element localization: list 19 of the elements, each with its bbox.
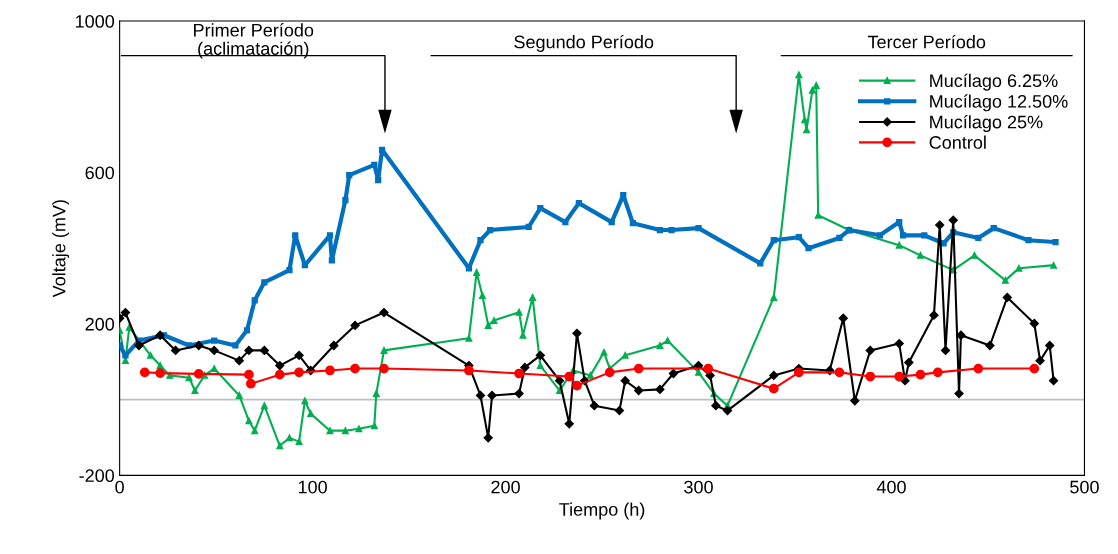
legend-label: Mucílago 25% (930, 114, 1043, 132)
annotation: Segundo Período (514, 34, 654, 52)
x-tick-label: 100 (298, 480, 327, 494)
x-tick-label: 500 (1070, 480, 1099, 494)
x-tick-label: 400 (876, 480, 906, 494)
annotation: Tercer Período (867, 34, 986, 49)
legend-label: Mucílago 6.25% (930, 73, 1058, 91)
x-axis-title: Tiempo (h) (559, 502, 645, 520)
y-axis-title: Voltaje (mV) (52, 200, 70, 298)
x-tick-label: 300 (684, 480, 713, 494)
y-tick-label: 200 (85, 317, 115, 331)
annotation: Primer Período (aclimatación) (194, 23, 314, 59)
legend-label: Mucílago 12.50% (930, 94, 1068, 112)
y-tick-label: 1000 (75, 14, 115, 28)
y-tick-label: 600 (85, 166, 115, 180)
y-tick-label: -200 (79, 469, 115, 483)
x-tick-label: 0 (115, 480, 124, 494)
legend-label: Control (929, 135, 986, 149)
x-tick-label: 200 (491, 480, 520, 494)
